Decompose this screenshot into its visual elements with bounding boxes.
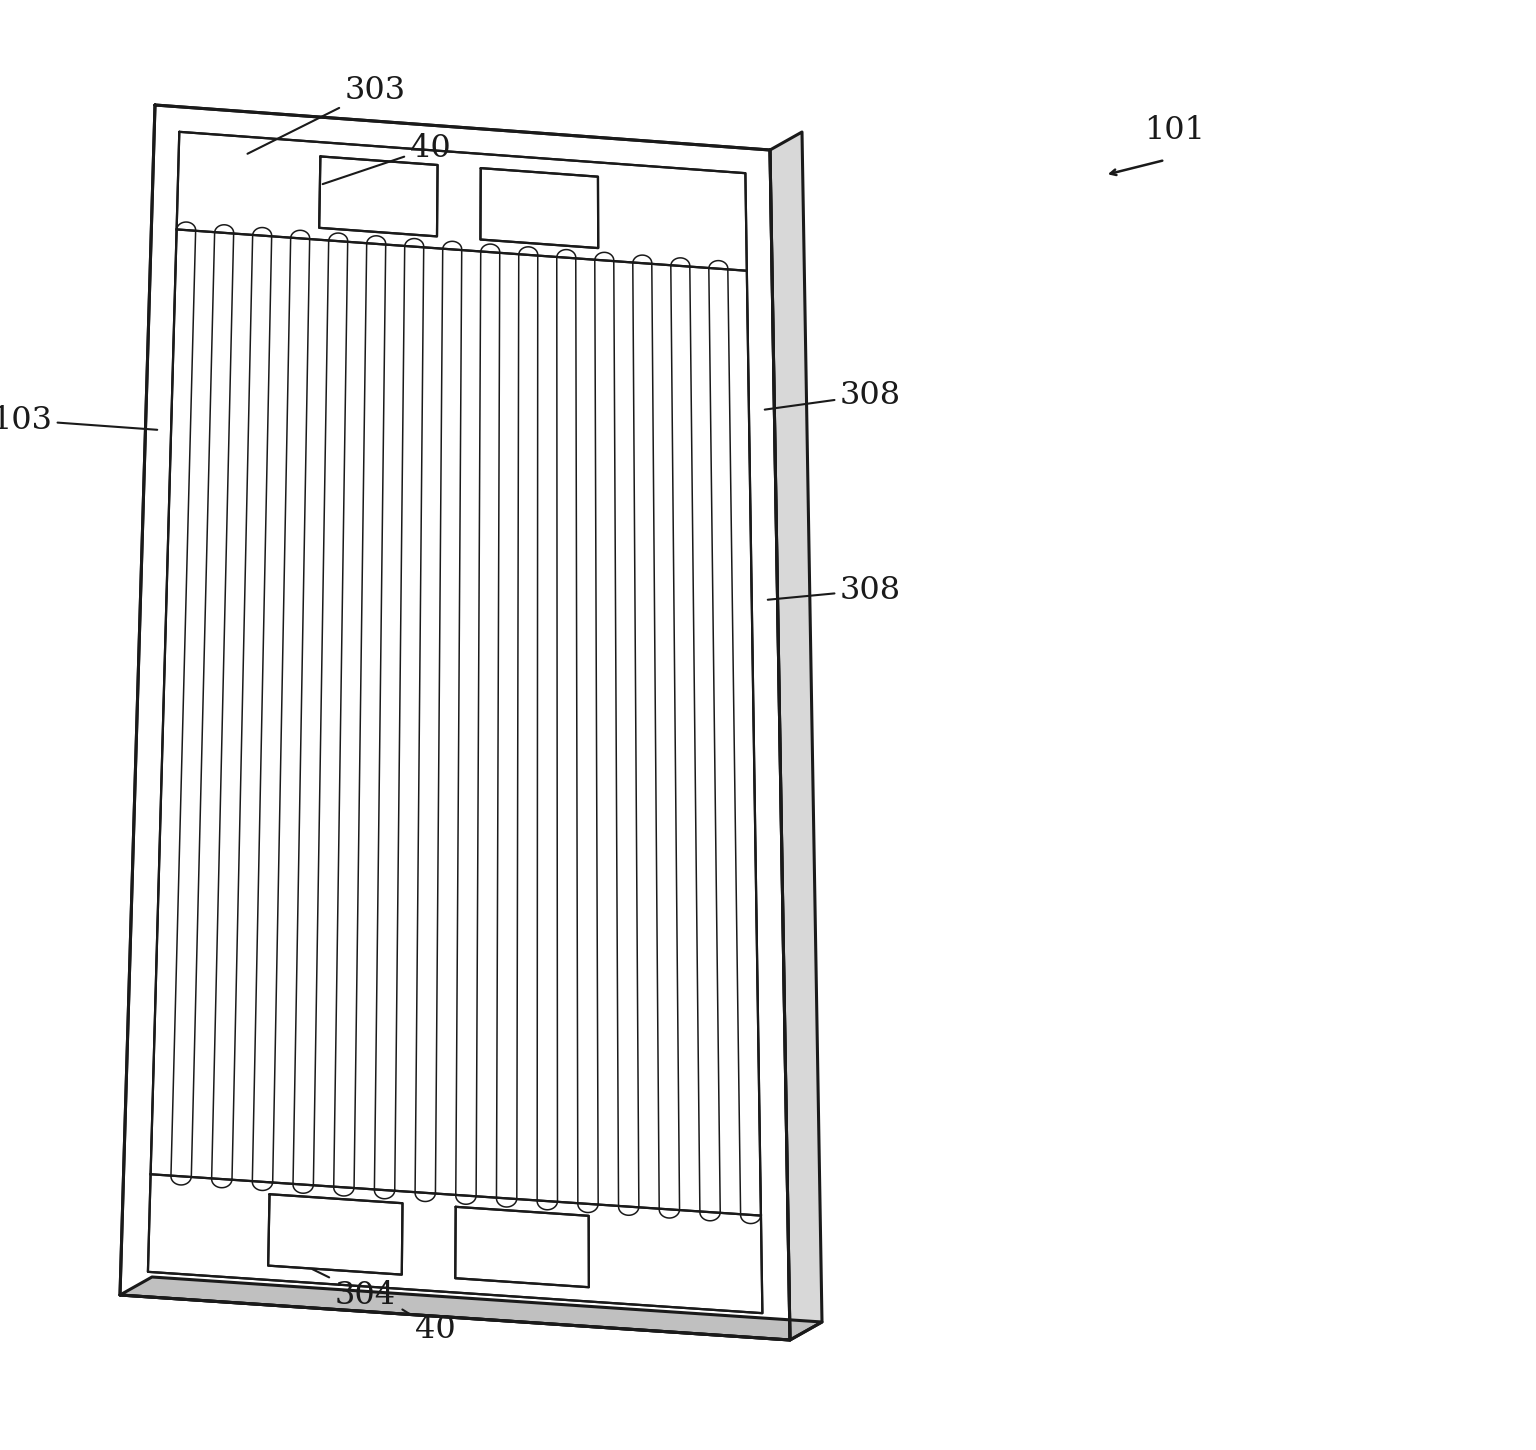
Text: 303: 303 <box>247 74 406 154</box>
Text: 40: 40 <box>402 1309 455 1346</box>
Text: 308: 308 <box>768 574 902 606</box>
Text: 40: 40 <box>323 132 450 184</box>
Text: 103: 103 <box>0 405 157 435</box>
Text: 308: 308 <box>765 380 902 410</box>
Polygon shape <box>770 132 822 1340</box>
Polygon shape <box>120 1277 822 1340</box>
Text: 304: 304 <box>312 1269 396 1311</box>
Text: 101: 101 <box>1144 115 1206 145</box>
Polygon shape <box>120 104 790 1340</box>
